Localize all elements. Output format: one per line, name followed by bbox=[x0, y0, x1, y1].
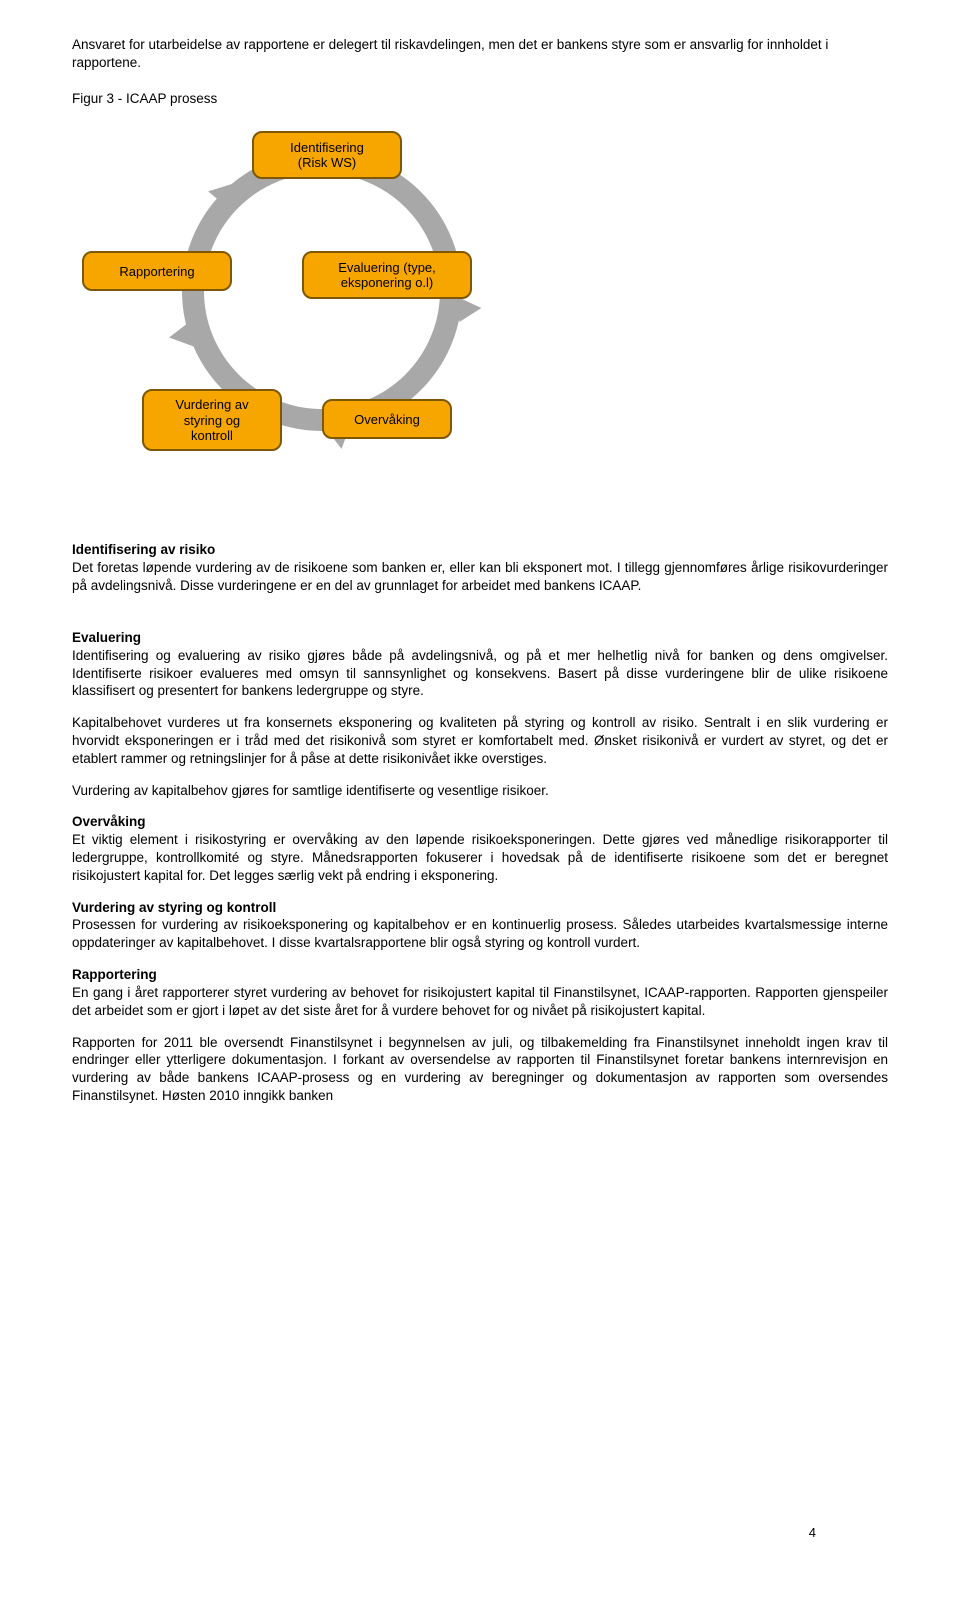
section-title: Identifisering av risiko bbox=[72, 542, 215, 557]
node-label: Vurdering avstyring ogkontroll bbox=[175, 397, 248, 444]
section-evaluate-p2: Kapitalbehovet vurderes ut fra konsernet… bbox=[72, 714, 888, 767]
icaap-process-diagram: Identifisering(Risk WS) Rapportering Eva… bbox=[72, 121, 552, 511]
node-overvaking: Overvåking bbox=[322, 399, 452, 439]
section-control: Vurdering av styring og kontroll Prosess… bbox=[72, 899, 888, 952]
node-label: Evaluering (type,eksponering o.l) bbox=[338, 260, 436, 291]
section-body: Prosessen for vurdering av risikoekspone… bbox=[72, 917, 888, 950]
page-number: 4 bbox=[809, 1524, 816, 1541]
figure-title: Figur 3 - ICAAP prosess bbox=[72, 90, 888, 108]
node-vurdering: Vurdering avstyring ogkontroll bbox=[142, 389, 282, 451]
node-evaluering: Evaluering (type,eksponering o.l) bbox=[302, 251, 472, 299]
section-report-p2: Rapporten for 2011 ble oversendt Finanst… bbox=[72, 1034, 888, 1105]
intro-paragraph: Ansvaret for utarbeidelse av rapportene … bbox=[72, 36, 888, 72]
section-body: Identifisering og evaluering av risiko g… bbox=[72, 648, 888, 699]
node-label: Identifisering(Risk WS) bbox=[290, 140, 364, 171]
section-title: Evaluering bbox=[72, 630, 141, 645]
node-label: Rapportering bbox=[119, 264, 194, 280]
section-evaluate-p3: Vurdering av kapitalbehov gjøres for sam… bbox=[72, 782, 888, 800]
section-report: Rapportering En gang i året rapporterer … bbox=[72, 966, 888, 1019]
section-evaluate: Evaluering Identifisering og evaluering … bbox=[72, 629, 888, 700]
section-title: Overvåking bbox=[72, 814, 146, 829]
node-label: Overvåking bbox=[354, 412, 420, 428]
node-rapportering: Rapportering bbox=[82, 251, 232, 291]
section-body: Kapitalbehovet vurderes ut fra konsernet… bbox=[72, 715, 888, 766]
section-title: Vurdering av styring og kontroll bbox=[72, 900, 276, 915]
section-body: Rapporten for 2011 ble oversendt Finanst… bbox=[72, 1035, 888, 1103]
section-body: Det foretas løpende vurdering av de risi… bbox=[72, 560, 888, 593]
section-title: Rapportering bbox=[72, 967, 157, 982]
section-body: En gang i året rapporterer styret vurder… bbox=[72, 985, 888, 1018]
section-body: Vurdering av kapitalbehov gjøres for sam… bbox=[72, 783, 549, 798]
node-identifisering: Identifisering(Risk WS) bbox=[252, 131, 402, 179]
section-identify: Identifisering av risiko Det foretas løp… bbox=[72, 541, 888, 594]
section-body: Et viktig element i risikostyring er ove… bbox=[72, 832, 888, 883]
section-monitor: Overvåking Et viktig element i risikosty… bbox=[72, 813, 888, 884]
